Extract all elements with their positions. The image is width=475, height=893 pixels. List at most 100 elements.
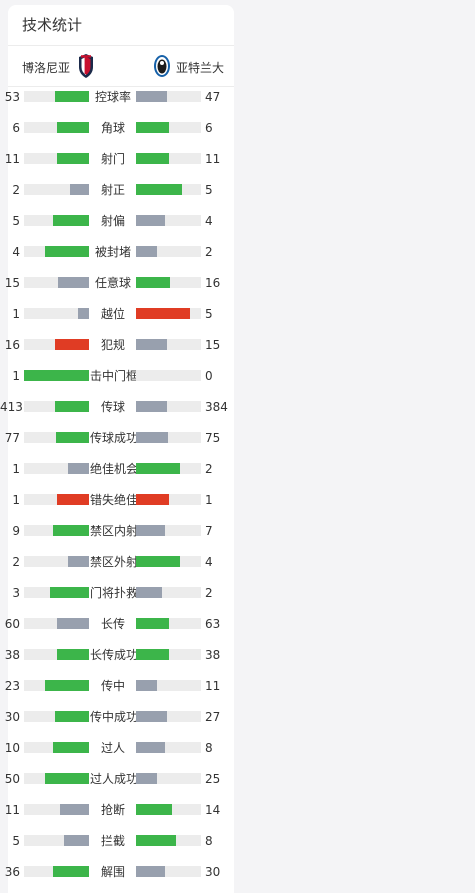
away-bar-fill bbox=[136, 308, 190, 319]
away-bar-fill bbox=[136, 339, 168, 350]
away-bar-track bbox=[136, 587, 201, 598]
stat-row: 6 角球 6 bbox=[0, 113, 475, 144]
away-bar-fill bbox=[136, 184, 183, 195]
stat-label: 门将扑救 bbox=[90, 586, 136, 600]
home-bar-fill bbox=[24, 370, 89, 381]
home-value: 2 bbox=[12, 183, 20, 197]
away-bar-fill bbox=[136, 587, 162, 598]
home-bar-track bbox=[24, 680, 89, 691]
home-bar-fill bbox=[57, 277, 89, 288]
away-bar-fill bbox=[136, 246, 158, 257]
section-title: 技术统计 bbox=[8, 5, 234, 46]
stat-row: 5 拦截 8 bbox=[0, 826, 475, 857]
home-bar-fill bbox=[64, 835, 89, 846]
away-bar-track bbox=[136, 308, 201, 319]
home-value: 1 bbox=[12, 493, 20, 507]
stat-row: 1 击中门框 0 bbox=[0, 361, 475, 392]
home-value: 11 bbox=[4, 803, 20, 817]
away-bar-track bbox=[136, 432, 201, 443]
teams-header: 博洛尼亚 亚特兰大 bbox=[8, 46, 234, 87]
stat-row: 2 射正 5 bbox=[0, 175, 475, 206]
stat-row: 11 抢断 14 bbox=[0, 795, 475, 826]
away-bar-track bbox=[136, 122, 201, 133]
away-value: 63 bbox=[205, 617, 221, 631]
home-bar-fill bbox=[50, 587, 89, 598]
away-value: 27 bbox=[205, 710, 221, 724]
home-value: 413 bbox=[0, 400, 23, 414]
home-bar-fill bbox=[55, 401, 89, 412]
home-bar-fill bbox=[52, 525, 89, 536]
bologna-crest-icon[interactable] bbox=[77, 53, 95, 79]
stat-row: 1 越位 5 bbox=[0, 299, 475, 330]
stat-row: 2 禁区外射 4 bbox=[0, 547, 475, 578]
home-value: 5 bbox=[12, 214, 20, 228]
away-bar-fill bbox=[136, 494, 169, 505]
stat-row: 16 犯规 15 bbox=[0, 330, 475, 361]
home-bar-track bbox=[24, 432, 89, 443]
away-bar-track bbox=[136, 711, 201, 722]
home-bar-fill bbox=[52, 215, 89, 226]
away-bar-track bbox=[136, 866, 201, 877]
stat-row: 1 错失绝佳 1 bbox=[0, 485, 475, 516]
away-team-name[interactable]: 亚特兰大 bbox=[175, 61, 224, 75]
home-bar-fill bbox=[67, 463, 89, 474]
away-value: 16 bbox=[205, 276, 221, 290]
home-bar-track bbox=[24, 587, 89, 598]
away-bar-fill bbox=[136, 122, 169, 133]
away-bar-fill bbox=[136, 711, 167, 722]
away-value: 4 bbox=[205, 214, 213, 228]
home-value: 38 bbox=[4, 648, 20, 662]
home-bar-fill bbox=[56, 153, 89, 164]
stats-list: 53 控球率 47 6 角球 6 11 射门 11 2 射正 5 5 射偏 4 4 被封堵 2 15 任意球 16 1 越位… bbox=[0, 82, 475, 888]
home-bar-fill bbox=[44, 680, 89, 691]
stat-row: 77 传球成功 75 bbox=[0, 423, 475, 454]
home-bar-track bbox=[24, 742, 89, 753]
home-bar-track bbox=[24, 866, 89, 877]
away-bar-track bbox=[136, 215, 201, 226]
atalanta-crest-icon[interactable] bbox=[153, 54, 171, 78]
away-bar-track bbox=[136, 91, 201, 102]
home-bar-track bbox=[24, 649, 89, 660]
stat-row: 5 射偏 4 bbox=[0, 206, 475, 237]
stat-row: 60 长传 63 bbox=[0, 609, 475, 640]
home-bar-track bbox=[24, 91, 89, 102]
stat-label: 拦截 bbox=[100, 834, 125, 848]
away-bar-fill bbox=[136, 277, 170, 288]
home-bar-fill bbox=[70, 184, 89, 195]
home-bar-track bbox=[24, 835, 89, 846]
away-bar-track bbox=[136, 525, 201, 536]
stat-label: 禁区外射 bbox=[90, 555, 136, 569]
home-bar-track bbox=[24, 153, 89, 164]
stat-label: 禁区内射 bbox=[90, 524, 136, 538]
away-value: 2 bbox=[205, 245, 213, 259]
stat-label: 被封堵 bbox=[94, 245, 131, 259]
home-value: 1 bbox=[12, 462, 20, 476]
home-bar-track bbox=[24, 246, 89, 257]
home-bar-track bbox=[24, 401, 89, 412]
home-bar-track bbox=[24, 618, 89, 629]
away-value: 30 bbox=[205, 865, 221, 879]
home-value: 6 bbox=[12, 121, 20, 135]
stat-label: 犯规 bbox=[100, 338, 125, 352]
stat-row: 23 传中 11 bbox=[0, 671, 475, 702]
away-bar-fill bbox=[136, 649, 169, 660]
away-bar-track bbox=[136, 835, 201, 846]
home-value: 77 bbox=[4, 431, 20, 445]
away-bar-fill bbox=[136, 556, 180, 567]
away-bar-track bbox=[136, 649, 201, 660]
home-bar-fill bbox=[54, 91, 89, 102]
away-value: 6 bbox=[205, 121, 213, 135]
stat-label: 射门 bbox=[100, 152, 125, 166]
home-team-name[interactable]: 博洛尼亚 bbox=[22, 61, 71, 75]
away-bar-track bbox=[136, 153, 201, 164]
stat-row: 36 解围 30 bbox=[0, 857, 475, 888]
stat-row: 1 绝佳机会 2 bbox=[0, 454, 475, 485]
away-value: 0 bbox=[205, 369, 213, 383]
home-bar-track bbox=[24, 494, 89, 505]
stat-label: 绝佳机会 bbox=[90, 462, 136, 476]
away-value: 75 bbox=[205, 431, 221, 445]
away-bar-track bbox=[136, 618, 201, 629]
stat-label: 错失绝佳 bbox=[90, 493, 136, 507]
away-value: 8 bbox=[205, 741, 213, 755]
home-value: 2 bbox=[12, 555, 20, 569]
